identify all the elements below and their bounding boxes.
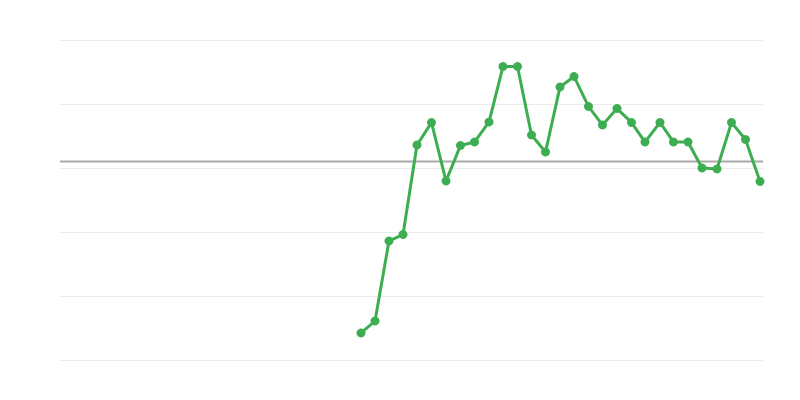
- data-point-marker[interactable]: [427, 118, 436, 127]
- data-point-marker[interactable]: [527, 130, 536, 140]
- data-point-marker[interactable]: [356, 328, 366, 338]
- data-point-marker[interactable]: [370, 316, 380, 326]
- data-point-marker[interactable]: [569, 72, 579, 81]
- data-point-marker[interactable]: [612, 104, 622, 113]
- series-layer: [359, 65, 762, 335]
- data-point-marker[interactable]: [640, 137, 650, 147]
- data-point-marker[interactable]: [412, 140, 422, 150]
- data-point-marker[interactable]: [484, 117, 494, 127]
- data-point-marker[interactable]: [741, 135, 750, 144]
- data-point-marker[interactable]: [669, 137, 678, 147]
- markers-layer: [356, 62, 765, 338]
- data-point-marker[interactable]: [755, 177, 765, 186]
- data-point-marker[interactable]: [456, 141, 465, 150]
- data-point-marker[interactable]: [541, 147, 550, 157]
- data-point-marker[interactable]: [584, 102, 593, 111]
- gridlines-layer: [60, 40, 763, 361]
- series-line: [359, 65, 762, 335]
- data-point-marker[interactable]: [513, 62, 522, 71]
- data-point-marker[interactable]: [498, 62, 508, 71]
- data-point-marker[interactable]: [598, 120, 607, 130]
- data-point-marker[interactable]: [683, 137, 693, 147]
- data-point-marker[interactable]: [398, 230, 408, 239]
- data-point-marker[interactable]: [384, 236, 394, 246]
- data-point-marker[interactable]: [655, 118, 665, 127]
- data-point-marker[interactable]: [470, 137, 479, 147]
- data-point-marker[interactable]: [441, 176, 451, 186]
- data-point-marker[interactable]: [697, 163, 707, 173]
- data-point-marker[interactable]: [555, 82, 565, 92]
- data-point-marker[interactable]: [627, 118, 636, 127]
- data-point-marker[interactable]: [727, 118, 736, 127]
- data-point-marker[interactable]: [712, 164, 722, 174]
